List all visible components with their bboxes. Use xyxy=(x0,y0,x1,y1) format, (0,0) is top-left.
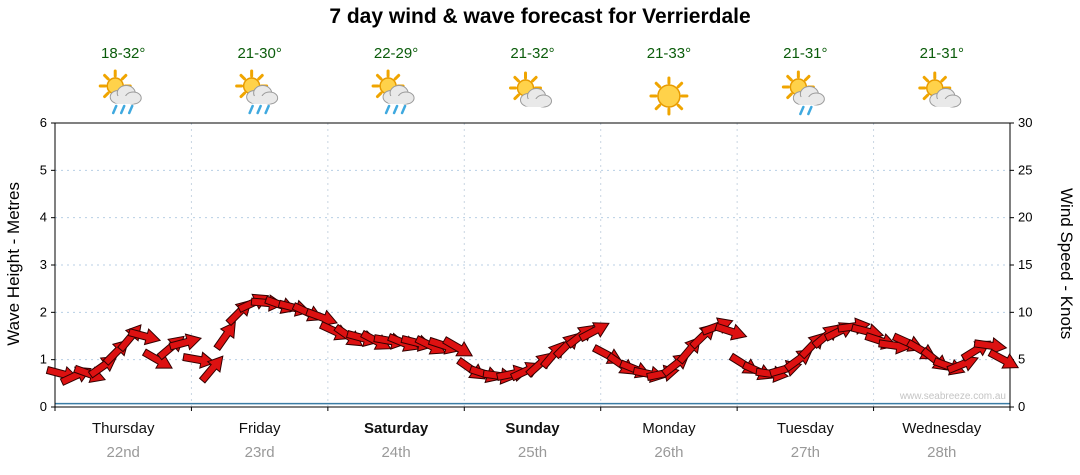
page-title: 7 day wind & wave forecast for Verrierda… xyxy=(329,5,751,28)
temp-label: 22-29° xyxy=(374,45,418,62)
day-name-label: Friday xyxy=(239,420,281,437)
right-tick-label: 30 xyxy=(1018,115,1032,130)
temp-label: 18-32° xyxy=(101,45,145,62)
left-tick-label: 3 xyxy=(40,257,47,272)
wind-arrow xyxy=(213,321,236,351)
right-tick-label: 10 xyxy=(1018,304,1032,319)
wind-arrow xyxy=(578,322,610,343)
left-tick-label: 0 xyxy=(40,399,47,414)
right-tick-label: 20 xyxy=(1018,210,1032,225)
day-date-label: 22nd xyxy=(107,444,140,461)
right-axis-title: Wind Speed - Knots xyxy=(1052,120,1080,408)
day-name-label: Sunday xyxy=(505,420,560,437)
day-date-label: 28th xyxy=(927,444,956,461)
left-tick-label: 5 xyxy=(40,162,47,177)
sun-cloud-icon xyxy=(509,71,552,108)
wind-arrow xyxy=(127,328,162,346)
sun-cloud-rain-icon xyxy=(98,69,142,115)
sun-icon xyxy=(649,76,689,116)
temp-label: 21-30° xyxy=(237,45,281,62)
wind-arrow xyxy=(442,336,474,357)
left-tick-label: 1 xyxy=(40,352,47,367)
left-tick-label: 4 xyxy=(40,210,47,225)
left-tick-label: 2 xyxy=(40,304,47,319)
sun-cloud-rain-icon xyxy=(235,69,279,115)
right-tick-label: 15 xyxy=(1018,257,1032,272)
temp-label: 21-33° xyxy=(647,45,691,62)
day-date-label: 24th xyxy=(381,444,410,461)
right-tick-label: 5 xyxy=(1018,352,1025,367)
wind-arrow xyxy=(973,337,1008,355)
day-date-label: 23rd xyxy=(245,444,275,461)
wind-arrow xyxy=(987,348,1020,369)
watermark: www.seabreeze.com.au xyxy=(899,391,1006,402)
day-date-label: 27th xyxy=(791,444,820,461)
sun-cloud-rain-light-icon xyxy=(781,70,825,116)
left-tick-label: 6 xyxy=(40,115,47,130)
wind-arrow xyxy=(168,333,203,351)
day-name-label: Saturday xyxy=(364,420,429,437)
day-date-label: 25th xyxy=(518,444,547,461)
sun-cloud-icon xyxy=(918,71,962,108)
temp-label: 21-31° xyxy=(783,45,827,62)
day-name-label: Thursday xyxy=(92,420,155,437)
right-tick-label: 0 xyxy=(1018,399,1025,414)
temp-label: 21-31° xyxy=(920,45,964,62)
wind-arrow xyxy=(714,322,748,341)
wind-arrow xyxy=(198,355,224,384)
day-date-label: 26th xyxy=(654,444,683,461)
sun-cloud-rain-icon xyxy=(371,69,415,115)
day-name-label: Monday xyxy=(642,420,696,437)
right-tick-label: 25 xyxy=(1018,162,1032,177)
wind-arrow xyxy=(182,351,216,369)
right-axis-title-text: Wind Speed - Knots xyxy=(1057,188,1076,340)
day-name-label: Tuesday xyxy=(777,420,834,437)
temp-label: 21-32° xyxy=(510,45,554,62)
day-name-label: Wednesday xyxy=(902,420,981,437)
